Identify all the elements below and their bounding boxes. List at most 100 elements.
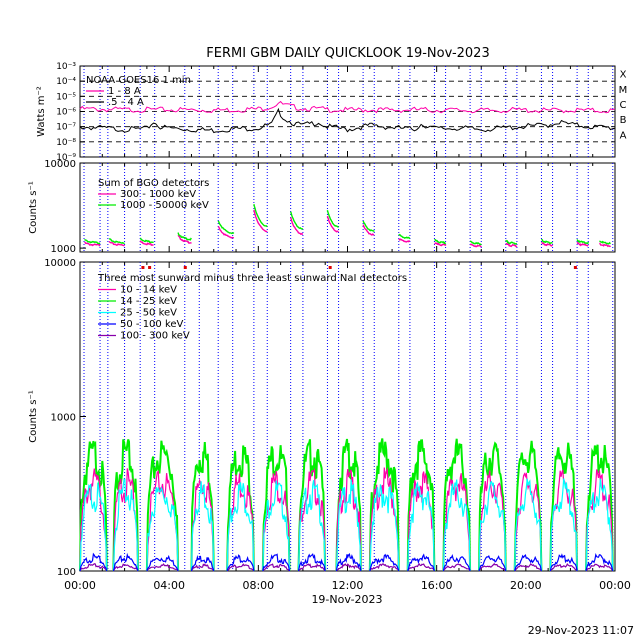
- nai-series-line: [549, 442, 579, 572]
- nai-series-line: [190, 481, 215, 572]
- nai-series-line: [585, 444, 614, 572]
- legend-entry: 14 - 25 keV: [120, 296, 177, 307]
- nai-series-line: [226, 482, 255, 572]
- nai-series-line: [112, 478, 139, 572]
- y-tick-label: 10⁻³: [56, 62, 76, 72]
- x-axis-label: 19-Nov-2023: [311, 593, 382, 606]
- bgo-panel: Counts s⁻¹ 10000 1000 Sum of BGO detectors3…: [28, 159, 616, 255]
- y-tick-label: 10000: [44, 258, 76, 269]
- y-tick-label: 10⁻⁸: [56, 138, 76, 148]
- flare-marker: [183, 266, 187, 269]
- nai-series-line: [514, 562, 542, 572]
- flare-marker: [148, 266, 152, 269]
- flare-class-label: X: [620, 70, 627, 81]
- nai-series-line: [297, 480, 326, 572]
- legend-entry: 1000 - 50000 keV: [120, 200, 209, 211]
- x-tick-label: 12:00: [332, 579, 364, 592]
- x-tick-label: 20:00: [510, 579, 542, 592]
- x-tick-label: 08:00: [242, 579, 274, 592]
- nai-series-line: [297, 439, 327, 572]
- flare-marker: [328, 266, 332, 269]
- goes-series-line: [79, 100, 616, 114]
- nai-series-line: [369, 484, 400, 572]
- y-tick-label: 10⁻⁷: [56, 123, 76, 133]
- bgo-series-arc: [217, 225, 235, 239]
- bgo-series-arc: [599, 240, 611, 245]
- goes-panel: Watts m⁻² 10⁻³ 10⁻⁴ 10⁻⁵ 10⁻⁶ 10⁻⁷ 10⁻⁸ 10⁻⁹ XMC…: [36, 62, 627, 163]
- bgo-series-arc: [434, 238, 447, 245]
- x-axis: 00:00 04:00 08:00 12:00 16:00 20:00 00:00: [64, 579, 631, 592]
- x-tick-label: 00:00: [64, 579, 96, 592]
- nai-series-line: [513, 440, 543, 572]
- footer-timestamp: 29-Nov-2023 11:07: [528, 624, 634, 637]
- nai-series-line: [407, 553, 435, 572]
- nai-series-line: [145, 440, 180, 572]
- nai-series-line: [190, 478, 215, 572]
- nai-series-line: [79, 552, 108, 572]
- nai-series-line: [335, 479, 362, 572]
- x-tick-label: 16:00: [421, 579, 453, 592]
- nai-series-line: [297, 553, 326, 572]
- legend-heading: NOAA GOES16 1 min: [86, 75, 191, 86]
- nai-series-line: [407, 563, 435, 572]
- bgo-series-arc: [505, 242, 518, 248]
- nai-series-line: [478, 554, 507, 572]
- nai-series-line: [146, 563, 179, 572]
- nai-series-line: [549, 563, 578, 572]
- nai-series-line: [112, 552, 139, 572]
- nai-series-line: [79, 563, 108, 572]
- nai-series-line: [549, 553, 578, 572]
- bgo-series-arc: [139, 240, 154, 246]
- nai-series-line: [335, 563, 362, 572]
- bgo-series-arc: [576, 239, 589, 245]
- nai-series-line: [146, 470, 179, 572]
- nai-series-line: [585, 563, 614, 572]
- bgo-series-arc: [434, 242, 447, 247]
- bgo-series-arc: [108, 238, 125, 244]
- nai-series-line: [369, 563, 400, 572]
- bgo-series-arc: [469, 243, 482, 248]
- bgo-series-arc: [505, 239, 517, 245]
- nai-series-line: [297, 467, 326, 572]
- nai-series-line: [112, 563, 139, 572]
- y-tick-label: 10⁻⁹: [56, 153, 76, 163]
- bgo-series-arc: [469, 240, 482, 246]
- bgo-series-arc: [326, 210, 339, 228]
- nai-series-line: [478, 480, 507, 572]
- nai-series-line: [146, 486, 179, 572]
- nai-series-line: [79, 440, 108, 572]
- bgo-series-arc: [84, 238, 101, 245]
- bgo-series-arc: [541, 238, 553, 245]
- bgo-series-arc: [362, 224, 375, 236]
- legend-entry: 100 - 300 keV: [120, 331, 190, 342]
- legend-entry: 300 - 1000 keV: [120, 189, 196, 200]
- nai-series-line: [226, 563, 255, 572]
- nai-series-line: [79, 468, 108, 572]
- flare-class-label: M: [619, 85, 628, 96]
- nai-series-line: [442, 438, 472, 572]
- nai-series-line: [478, 441, 507, 572]
- flare-class-label: B: [620, 115, 627, 126]
- y-tick-label: 100: [57, 567, 76, 578]
- bgo-series-arc: [576, 241, 589, 247]
- nai-panel: Counts s⁻¹ 10000 1000 100 Three most sunward…: [28, 258, 616, 578]
- nai-series-line: [261, 445, 291, 572]
- nai-series-line: [442, 563, 471, 572]
- nai-series-line: [262, 553, 291, 572]
- nai-series-line: [407, 481, 435, 572]
- bgo-series-arc: [253, 204, 268, 228]
- flare-class-label: C: [620, 100, 627, 111]
- legend-entry: 50 - 100 keV: [120, 319, 184, 330]
- nai-series-line: [262, 480, 291, 572]
- nai-series-line: [190, 554, 215, 572]
- flare-marker: [141, 266, 145, 269]
- nai-series-line: [585, 478, 614, 572]
- nai-series-line: [262, 563, 290, 572]
- legend-heading: Sum of BGO detectors: [98, 178, 209, 189]
- nai-series-line: [369, 553, 400, 572]
- nai-series-line: [514, 472, 542, 572]
- nai-series-line: [335, 553, 362, 572]
- nai-series-line: [226, 554, 255, 572]
- legend-entry: 10 - 14 keV: [120, 285, 177, 296]
